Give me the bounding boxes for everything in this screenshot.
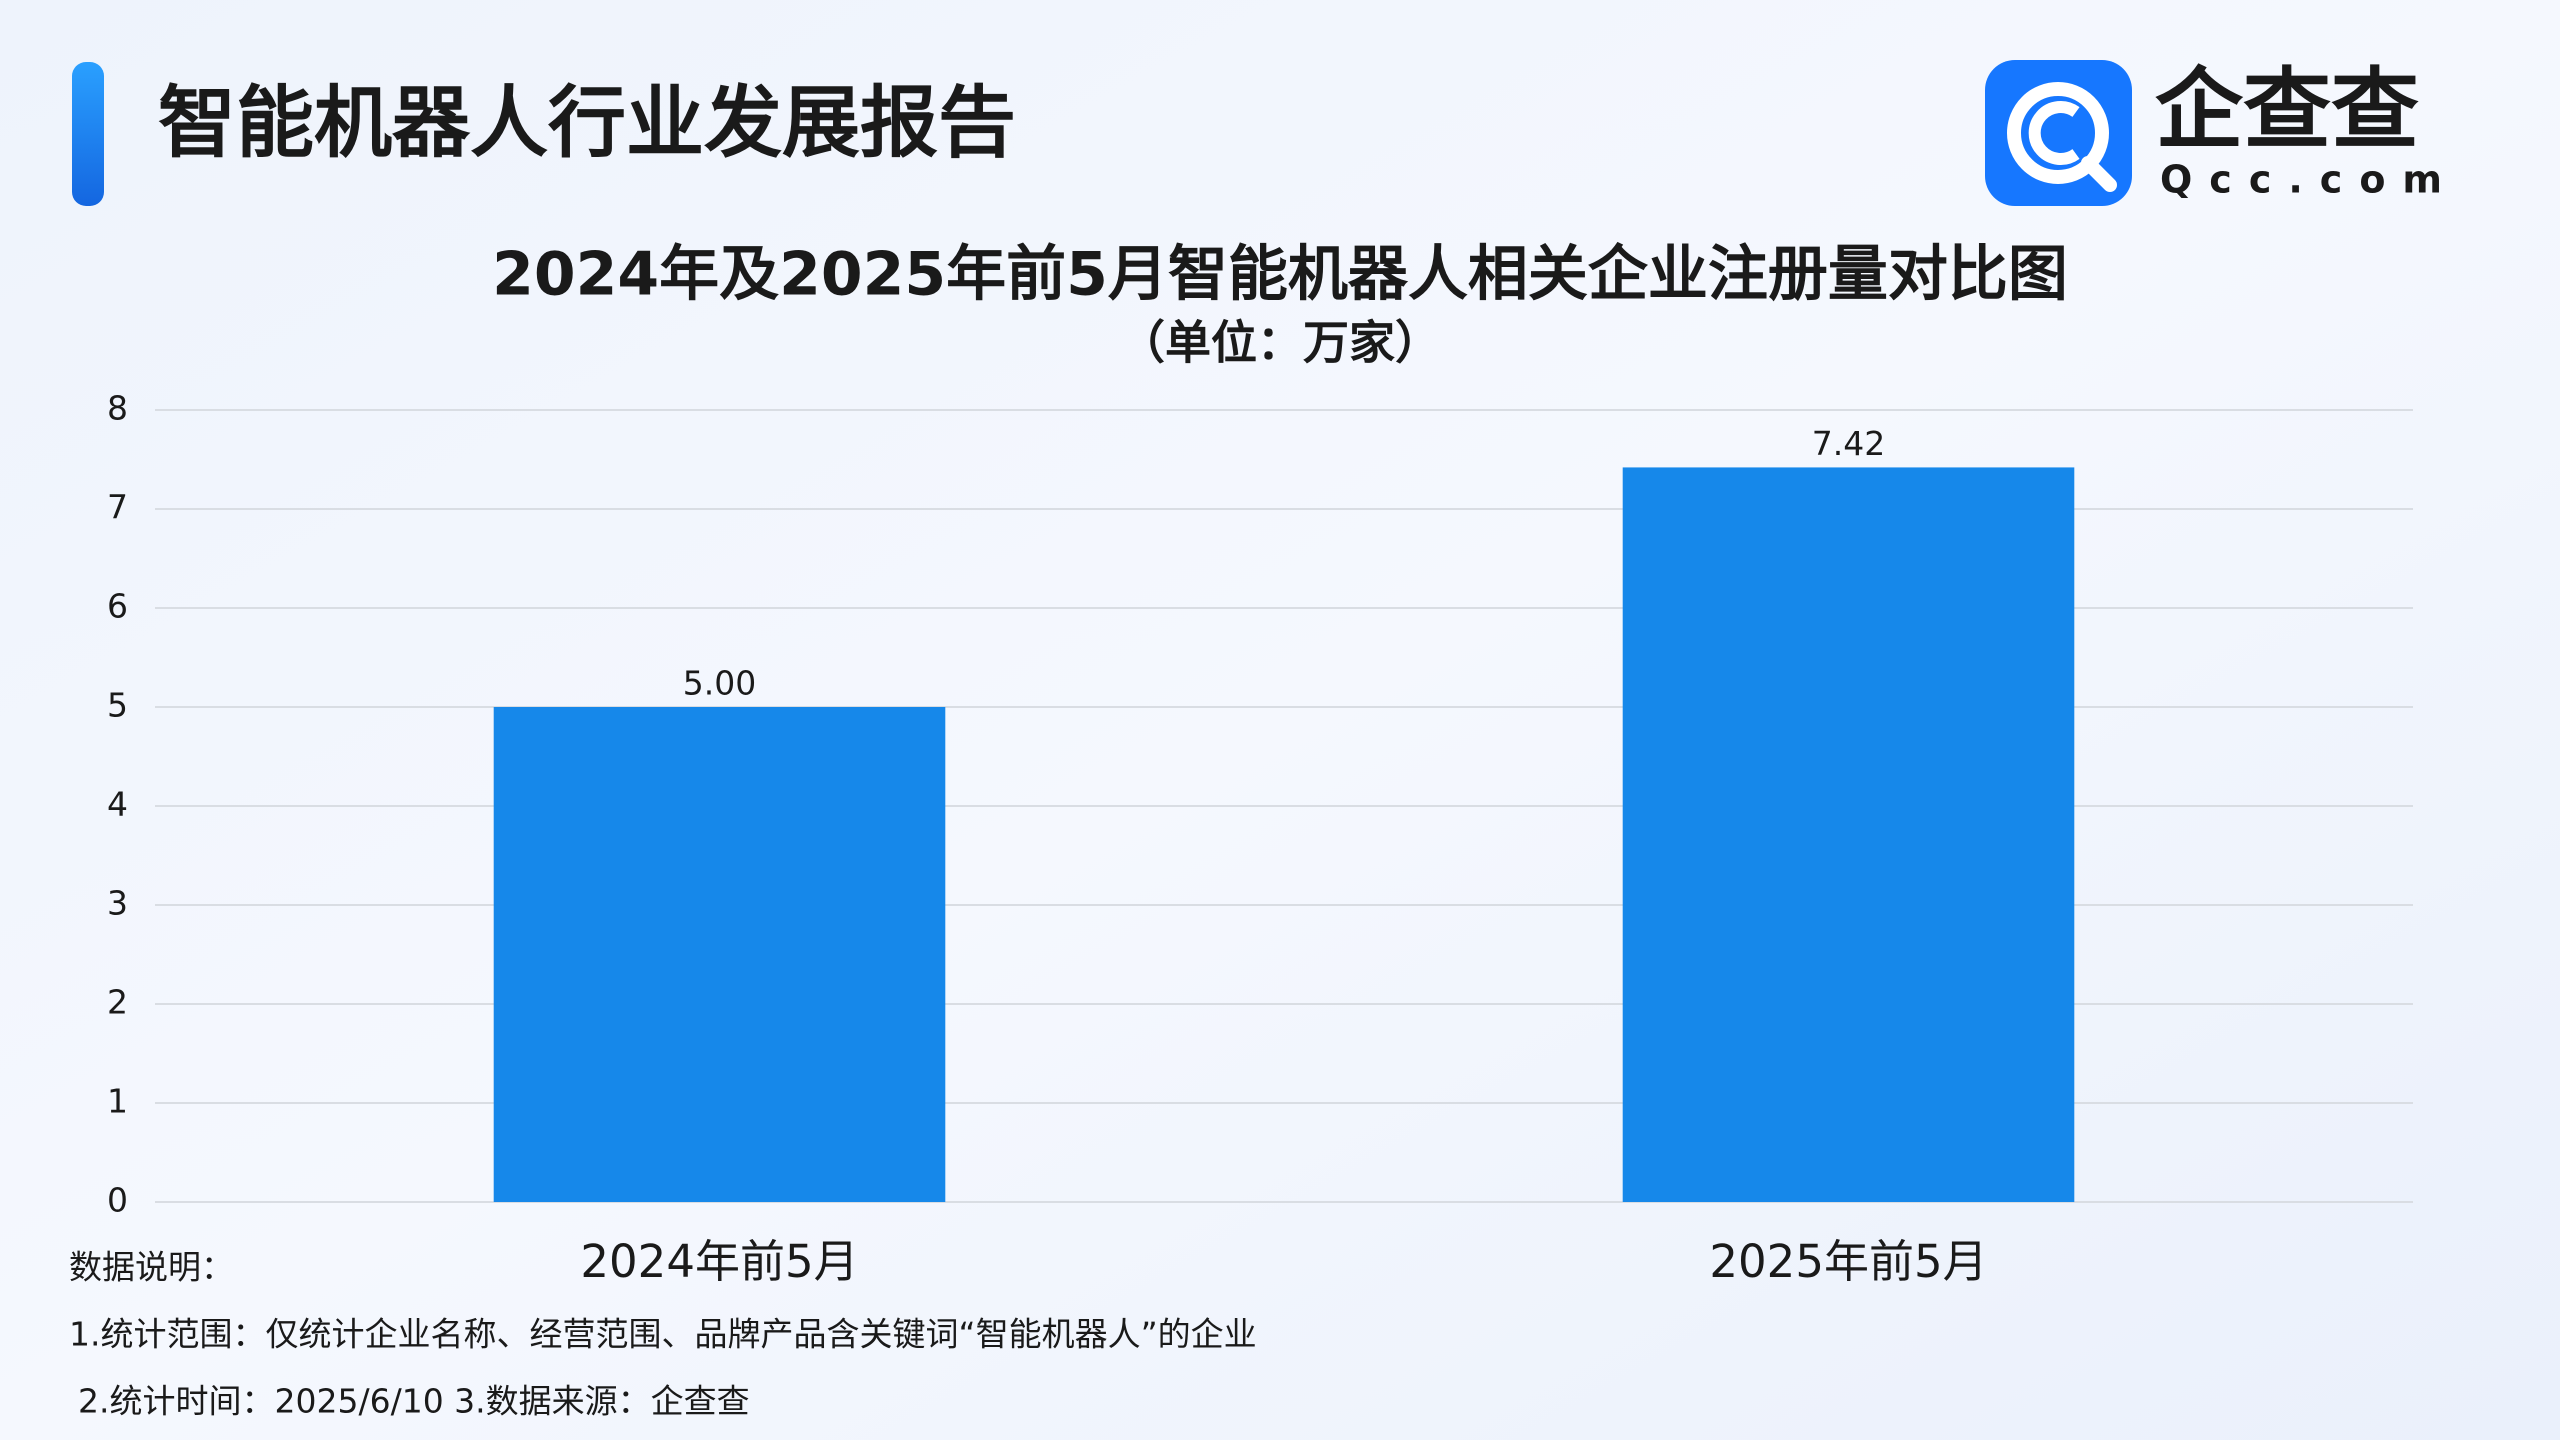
bar: [1622, 467, 2075, 1202]
note: 2.统计时间：2025/6/10 3.数据来源：企查查: [78, 1382, 750, 1421]
y-tick-label: 2: [107, 983, 128, 1022]
note: 1.统计范围：仅统计企业名称、经营范围、品牌产品含关键词“智能机器人”的企业: [69, 1315, 1257, 1354]
y-tick-label: 4: [107, 785, 128, 824]
x-tick-label: 2024年前5月: [580, 1235, 858, 1288]
logo-c: [2028, 101, 2080, 165]
y-tick-label: 8: [107, 389, 128, 428]
y-tick-label: 3: [107, 884, 128, 923]
logo-text: 企查查: [2155, 58, 2419, 161]
value-label: 5.00: [683, 664, 756, 703]
y-tick-label: 5: [107, 686, 128, 725]
note: 数据说明：: [69, 1248, 234, 1287]
chart-title: 2024年及2025年前5月智能机器人相关企业注册量对比图: [492, 240, 2068, 310]
bar: [493, 707, 946, 1202]
y-tick-label: 0: [107, 1181, 128, 1220]
logo-sub: Qcc.com: [2160, 158, 2459, 202]
title-accent: [72, 62, 104, 206]
value-label: 7.42: [1812, 424, 1885, 463]
report-title: 智能机器人行业发展报告: [158, 78, 1016, 168]
x-tick-label: 2025年前5月: [1709, 1235, 1987, 1288]
y-tick-label: 7: [107, 488, 128, 527]
logo-ring: [2007, 82, 2109, 184]
logo: 企查查 Qcc.com: [1985, 58, 2459, 206]
y-tick-label: 1: [107, 1082, 128, 1121]
chart-subtitle: （单位：万家）: [1119, 316, 1441, 370]
logo-tail: [2081, 156, 2117, 192]
y-tick-label: 6: [107, 587, 128, 626]
